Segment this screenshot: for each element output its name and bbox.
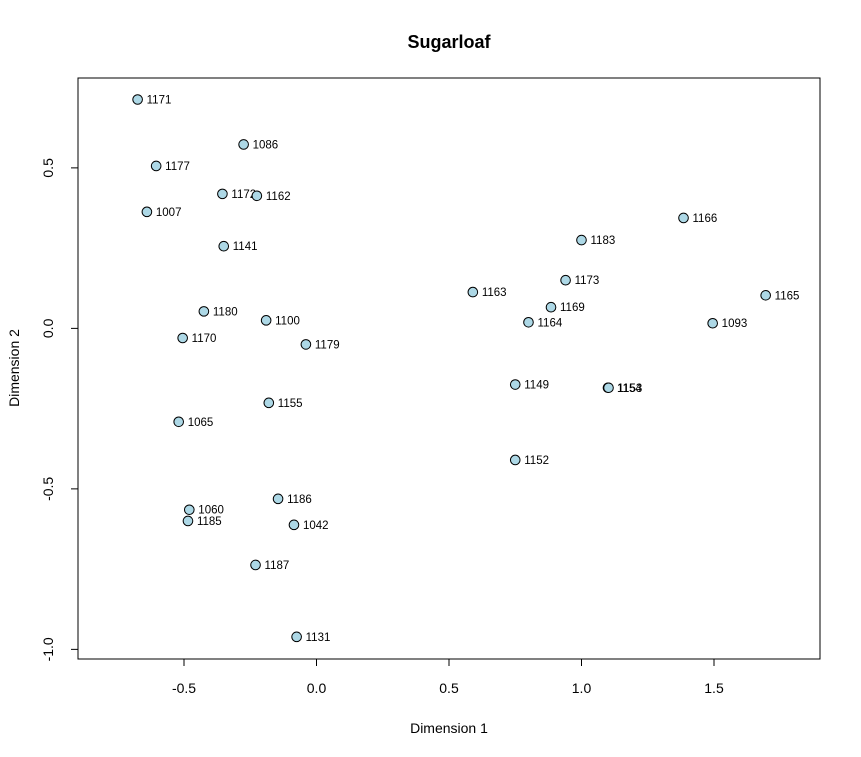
data-point	[509, 379, 521, 390]
point-label: 1173	[575, 275, 600, 287]
data-point	[467, 286, 479, 298]
data-point	[545, 301, 557, 313]
data-point	[263, 397, 275, 409]
data-point	[291, 631, 302, 643]
point-label: 1152	[524, 455, 549, 467]
data-point	[560, 274, 571, 286]
point-label: 1186	[287, 494, 312, 506]
chart-title: Sugarloaf	[407, 32, 491, 52]
data-point	[218, 240, 230, 252]
y-tick-label: -0.5	[40, 477, 56, 501]
y-axis-label: Dimension 2	[6, 329, 22, 407]
x-tick-label: 0.5	[439, 680, 459, 696]
data-point	[182, 515, 194, 527]
x-tick-label: 1.0	[572, 680, 592, 696]
point-label: 1166	[693, 213, 718, 225]
point-label: 1100	[275, 315, 300, 327]
point-label: 1177	[165, 161, 190, 173]
point-label: 1086	[253, 139, 279, 151]
x-axis-label: Dimension 1	[410, 720, 488, 736]
data-point	[238, 139, 249, 150]
x-tick-label: 1.5	[704, 680, 724, 696]
data-point	[603, 382, 614, 394]
point-label: 1060	[198, 505, 224, 517]
point-label: 1170	[192, 333, 217, 345]
point-label: 1162	[266, 191, 291, 203]
data-point	[678, 212, 689, 224]
data-point	[760, 290, 771, 301]
point-label: 1131	[306, 632, 331, 644]
data-point	[509, 454, 521, 466]
data-point	[523, 316, 534, 328]
data-point	[707, 317, 718, 329]
point-label: 1183	[591, 235, 616, 247]
point-label: 1165	[775, 290, 800, 302]
point-label: 1042	[303, 520, 329, 532]
point-label: 1172	[231, 189, 256, 201]
point-label: 1154	[617, 383, 642, 395]
point-label: 1153	[618, 383, 643, 395]
point-label: 1171	[147, 95, 172, 107]
point-label: 1149	[524, 380, 549, 392]
data-point	[150, 160, 162, 172]
data-point	[576, 234, 587, 246]
data-point	[184, 504, 195, 516]
y-tick-label: -1.0	[40, 637, 56, 661]
x-axis: -0.5 0.0 0.5 1.0 1.5	[172, 658, 724, 696]
data-point	[198, 306, 210, 317]
point-label: 1065	[188, 417, 214, 429]
point-label: 1093	[722, 318, 748, 330]
data-point	[288, 519, 300, 531]
point-label: 1169	[560, 302, 585, 314]
y-axis: -1.0 -0.5 0.0 0.5	[40, 158, 79, 661]
point-label: 1164	[538, 317, 563, 329]
point-label: 1007	[156, 207, 182, 219]
data-point	[173, 416, 184, 428]
data-point	[177, 332, 188, 344]
data-point	[217, 188, 228, 200]
x-tick-label: -0.5	[172, 680, 196, 696]
data-point	[132, 94, 143, 105]
data-point	[251, 190, 263, 202]
point-label: 1155	[278, 398, 303, 410]
y-tick-label: 0.5	[40, 158, 56, 178]
point-label: 1163	[482, 287, 507, 299]
point-label: 1141	[233, 241, 258, 253]
data-points: 1171 1086 1177 1172 1162 1007 1141 1180 1100 1170…	[132, 94, 800, 644]
point-label: 1179	[315, 339, 340, 351]
data-point	[300, 339, 312, 350]
data-point	[260, 315, 272, 326]
data-point	[141, 206, 153, 218]
y-tick-label: 0.0	[40, 318, 56, 338]
data-point	[272, 493, 284, 505]
point-label: 1180	[213, 306, 238, 318]
data-point	[250, 559, 261, 571]
x-tick-label: 0.0	[307, 680, 327, 696]
point-label: 1187	[265, 560, 290, 572]
point-label: 1185	[197, 516, 222, 528]
